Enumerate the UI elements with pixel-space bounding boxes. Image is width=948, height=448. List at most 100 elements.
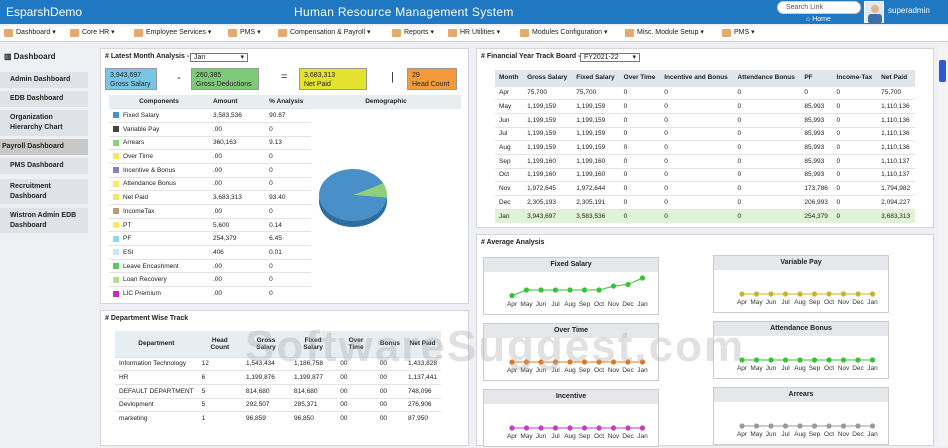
- menu-item-8[interactable]: Misc. Module Setup ▾: [625, 28, 704, 40]
- data-point[interactable]: [797, 291, 803, 297]
- data-point[interactable]: [797, 357, 803, 363]
- sidebar-item-admin-dashboard[interactable]: Admin Dashboard: [0, 72, 88, 88]
- data-point[interactable]: [739, 423, 745, 429]
- sidebar-item-wistron-admin-edb[interactable]: Wistron Admin EDB Dashboard: [0, 208, 88, 233]
- sidebar-item-edb-dashboard[interactable]: EDB Dashboard: [0, 91, 88, 107]
- menu-item-4[interactable]: Compensation & Payroll ▾: [278, 28, 371, 40]
- data-point[interactable]: [753, 423, 760, 429]
- data-point[interactable]: [523, 359, 530, 365]
- data-point[interactable]: [610, 359, 617, 365]
- pie-slice-arrears[interactable]: [353, 183, 387, 198]
- data-point[interactable]: [523, 425, 530, 431]
- menu-label: PMS: [240, 29, 256, 36]
- home-link[interactable]: ⌂ Home: [806, 16, 831, 23]
- fy-cell: 0: [660, 181, 734, 196]
- menu-item-0[interactable]: Dashboard ▾: [4, 28, 56, 40]
- search-link-input[interactable]: Search Link: [777, 1, 861, 14]
- menu-item-5[interactable]: Reports ▾: [392, 28, 434, 40]
- avatar[interactable]: [864, 1, 884, 24]
- data-point[interactable]: [855, 291, 861, 297]
- data-point[interactable]: [869, 357, 876, 363]
- data-point[interactable]: [739, 291, 745, 297]
- data-point[interactable]: [567, 425, 573, 431]
- data-point[interactable]: [840, 423, 847, 429]
- data-point[interactable]: [768, 291, 774, 297]
- data-point[interactable]: [596, 359, 602, 365]
- data-point[interactable]: [826, 291, 832, 297]
- fy-cell: 1,199,160: [572, 167, 620, 182]
- data-point[interactable]: [596, 425, 602, 431]
- data-point[interactable]: [639, 275, 646, 281]
- data-point[interactable]: [625, 425, 631, 431]
- scrollbar[interactable]: [938, 46, 948, 446]
- data-point[interactable]: [768, 423, 774, 429]
- data-point[interactable]: [538, 359, 544, 365]
- data-point[interactable]: [581, 425, 588, 431]
- sidebar-item-recruitment-dashboard[interactable]: Recruitment Dashboard: [0, 179, 88, 204]
- menu-item-2[interactable]: Employee Services ▾: [134, 28, 211, 40]
- menu-item-3[interactable]: PMS ▾: [228, 28, 261, 40]
- data-point[interactable]: [596, 287, 602, 293]
- data-point[interactable]: [826, 423, 832, 429]
- data-point[interactable]: [610, 425, 617, 431]
- data-point[interactable]: [840, 357, 847, 363]
- data-point[interactable]: [567, 359, 573, 365]
- data-point[interactable]: [509, 359, 515, 365]
- fy-cell: 85,993: [800, 99, 833, 114]
- data-point[interactable]: [639, 425, 646, 431]
- dept-cell: 00: [375, 383, 405, 399]
- data-point[interactable]: [811, 291, 818, 297]
- data-point[interactable]: [753, 357, 760, 363]
- pie-slice-fixed-salary[interactable]: [319, 169, 387, 221]
- data-point[interactable]: [782, 357, 789, 363]
- username[interactable]: superadmin: [888, 6, 930, 15]
- fiscal-year-select[interactable]: FY2021-22 ▾: [580, 53, 640, 62]
- data-point[interactable]: [811, 357, 818, 363]
- data-point[interactable]: [797, 423, 803, 429]
- data-point[interactable]: [538, 425, 544, 431]
- data-point[interactable]: [869, 423, 876, 429]
- data-point[interactable]: [840, 291, 847, 297]
- scrollbar-thumb[interactable]: [939, 60, 946, 82]
- data-point[interactable]: [581, 359, 588, 365]
- month-select[interactable]: Jan ▾: [190, 53, 248, 62]
- data-point[interactable]: [782, 423, 789, 429]
- data-point[interactable]: [552, 359, 559, 365]
- sidebar-item-organization-hierarchy[interactable]: Organization Hierarchy Chart: [0, 110, 88, 136]
- sidebar-item-pms-dashboard[interactable]: PMS Dashboard: [0, 158, 88, 174]
- data-point[interactable]: [552, 287, 559, 293]
- data-point[interactable]: [855, 423, 861, 429]
- data-point[interactable]: [768, 357, 774, 363]
- data-point[interactable]: [538, 287, 544, 293]
- data-point[interactable]: [855, 357, 861, 363]
- avg-chart-title: Variable Pay: [714, 256, 888, 270]
- menu-item-6[interactable]: HR Utilities ▾: [448, 28, 500, 40]
- data-point[interactable]: [509, 425, 515, 431]
- sidebar-title[interactable]: ▥ Dashboard: [4, 52, 56, 61]
- data-point[interactable]: [509, 293, 515, 299]
- fy-cell: 0: [733, 181, 801, 196]
- data-point[interactable]: [782, 291, 789, 297]
- data-point[interactable]: [625, 359, 631, 365]
- data-point[interactable]: [739, 357, 745, 363]
- menu-item-1[interactable]: Core HR ▾: [70, 28, 115, 40]
- dept-col-header: Department: [115, 331, 198, 357]
- data-point[interactable]: [753, 291, 760, 297]
- data-point[interactable]: [869, 291, 876, 297]
- data-point[interactable]: [826, 357, 832, 363]
- data-point[interactable]: [552, 425, 559, 431]
- fy-col-header: Income-Tax: [832, 70, 878, 86]
- data-point[interactable]: [581, 287, 588, 293]
- data-point[interactable]: [567, 287, 573, 293]
- menu-item-9[interactable]: PMS ▾: [722, 28, 755, 40]
- data-point[interactable]: [639, 359, 646, 365]
- data-point[interactable]: [811, 423, 818, 429]
- data-point[interactable]: [523, 287, 530, 293]
- sidebar-item-payroll-dashboard[interactable]: Payroll Dashboard: [0, 139, 88, 155]
- data-point[interactable]: [610, 283, 617, 289]
- table-row: Nov 1,972,645 1,972,644 0 0 0 173,786 0 1,794,98…: [495, 181, 915, 196]
- menu-item-7[interactable]: Modules Configuration ▾: [520, 28, 608, 40]
- fy-cell: 0: [660, 208, 734, 223]
- component-name: Loan Recovery: [109, 272, 209, 287]
- data-point[interactable]: [625, 281, 631, 288]
